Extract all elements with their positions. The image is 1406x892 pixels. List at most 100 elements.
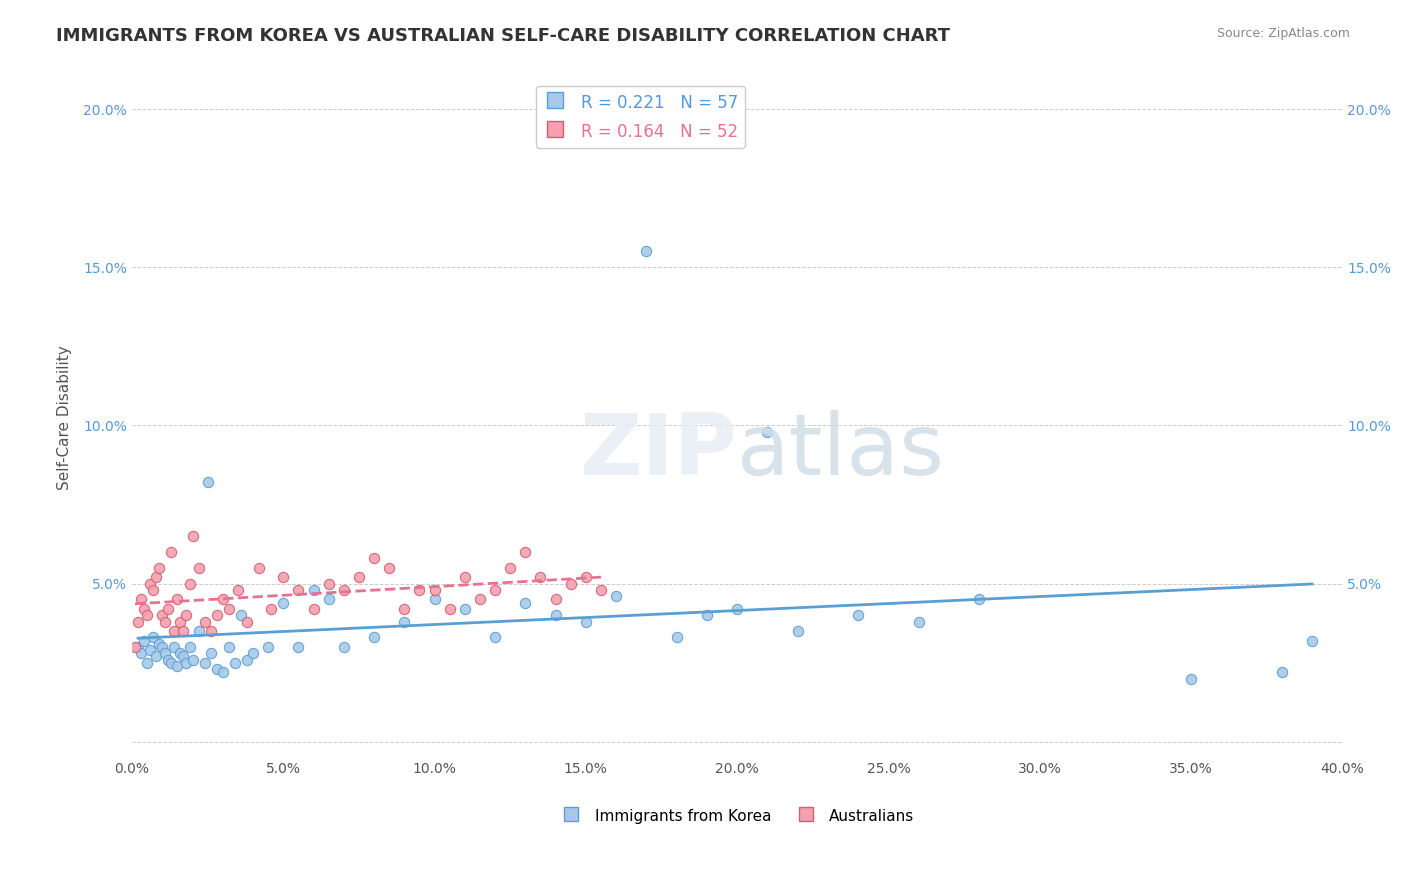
Point <box>575 615 598 629</box>
Point <box>423 592 446 607</box>
Point <box>756 425 779 439</box>
Point <box>218 640 240 654</box>
Point <box>127 640 149 654</box>
Point <box>318 592 340 607</box>
Point <box>236 615 259 629</box>
Point <box>226 582 249 597</box>
Point <box>786 624 808 638</box>
Point <box>163 640 186 654</box>
Legend: Immigrants from Korea, Australians: Immigrants from Korea, Australians <box>554 801 921 831</box>
Point <box>205 608 228 623</box>
Point <box>160 656 183 670</box>
Point <box>468 592 491 607</box>
Point <box>172 649 194 664</box>
Point <box>378 561 401 575</box>
Point <box>560 576 582 591</box>
Point <box>302 582 325 597</box>
Text: atlas: atlas <box>737 410 945 493</box>
Point <box>394 615 416 629</box>
Point <box>136 656 159 670</box>
Point <box>318 576 340 591</box>
Point <box>967 592 990 607</box>
Point <box>636 244 658 259</box>
Point <box>155 615 177 629</box>
Point <box>224 656 246 670</box>
Point <box>187 624 209 638</box>
Point <box>363 631 385 645</box>
Point <box>172 624 194 638</box>
Point <box>145 649 167 664</box>
Point <box>134 602 156 616</box>
Point <box>160 545 183 559</box>
Point <box>363 551 385 566</box>
Text: IMMIGRANTS FROM KOREA VS AUSTRALIAN SELF-CARE DISABILITY CORRELATION CHART: IMMIGRANTS FROM KOREA VS AUSTRALIAN SELF… <box>56 27 950 45</box>
Point <box>454 602 477 616</box>
Point <box>181 652 204 666</box>
Point <box>139 576 162 591</box>
Point <box>166 658 188 673</box>
Point <box>287 640 309 654</box>
Point <box>287 582 309 597</box>
Point <box>127 615 149 629</box>
Point <box>197 475 219 490</box>
Point <box>302 602 325 616</box>
Point <box>1271 665 1294 680</box>
Point <box>454 570 477 584</box>
Point <box>515 545 537 559</box>
Point <box>242 646 264 660</box>
Point <box>166 592 188 607</box>
Point <box>218 602 240 616</box>
Y-axis label: Self-Care Disability: Self-Care Disability <box>58 345 72 490</box>
Point <box>134 633 156 648</box>
Point <box>139 643 162 657</box>
Point <box>515 596 537 610</box>
Point <box>423 582 446 597</box>
Point <box>236 652 259 666</box>
Point <box>187 561 209 575</box>
Point <box>271 596 294 610</box>
Point <box>200 624 222 638</box>
Point <box>129 646 152 660</box>
Point <box>529 570 551 584</box>
Point <box>696 608 718 623</box>
Point <box>194 656 217 670</box>
Point <box>169 646 191 660</box>
Point <box>148 637 170 651</box>
Point <box>575 570 598 584</box>
Point <box>247 561 270 575</box>
Point <box>163 624 186 638</box>
Point <box>136 608 159 623</box>
Point <box>484 582 506 597</box>
Point <box>605 589 627 603</box>
Point <box>176 608 198 623</box>
Point <box>408 582 430 597</box>
Point <box>1180 672 1202 686</box>
Point <box>1301 633 1323 648</box>
Point <box>347 570 370 584</box>
Point <box>589 582 612 597</box>
Point <box>439 602 461 616</box>
Point <box>179 640 201 654</box>
Point <box>145 570 167 584</box>
Point <box>150 640 173 654</box>
Point <box>150 608 173 623</box>
Text: ZIP: ZIP <box>579 410 737 493</box>
Point <box>211 665 233 680</box>
Point <box>142 582 165 597</box>
Point <box>394 602 416 616</box>
Point <box>181 529 204 543</box>
Point <box>544 608 567 623</box>
Point <box>205 662 228 676</box>
Point <box>846 608 869 623</box>
Point <box>665 631 688 645</box>
Point <box>725 602 748 616</box>
Point <box>907 615 929 629</box>
Point <box>271 570 294 584</box>
Point <box>499 561 522 575</box>
Point <box>257 640 280 654</box>
Point <box>260 602 283 616</box>
Point <box>200 646 222 660</box>
Point <box>333 582 356 597</box>
Point <box>179 576 201 591</box>
Point <box>169 615 191 629</box>
